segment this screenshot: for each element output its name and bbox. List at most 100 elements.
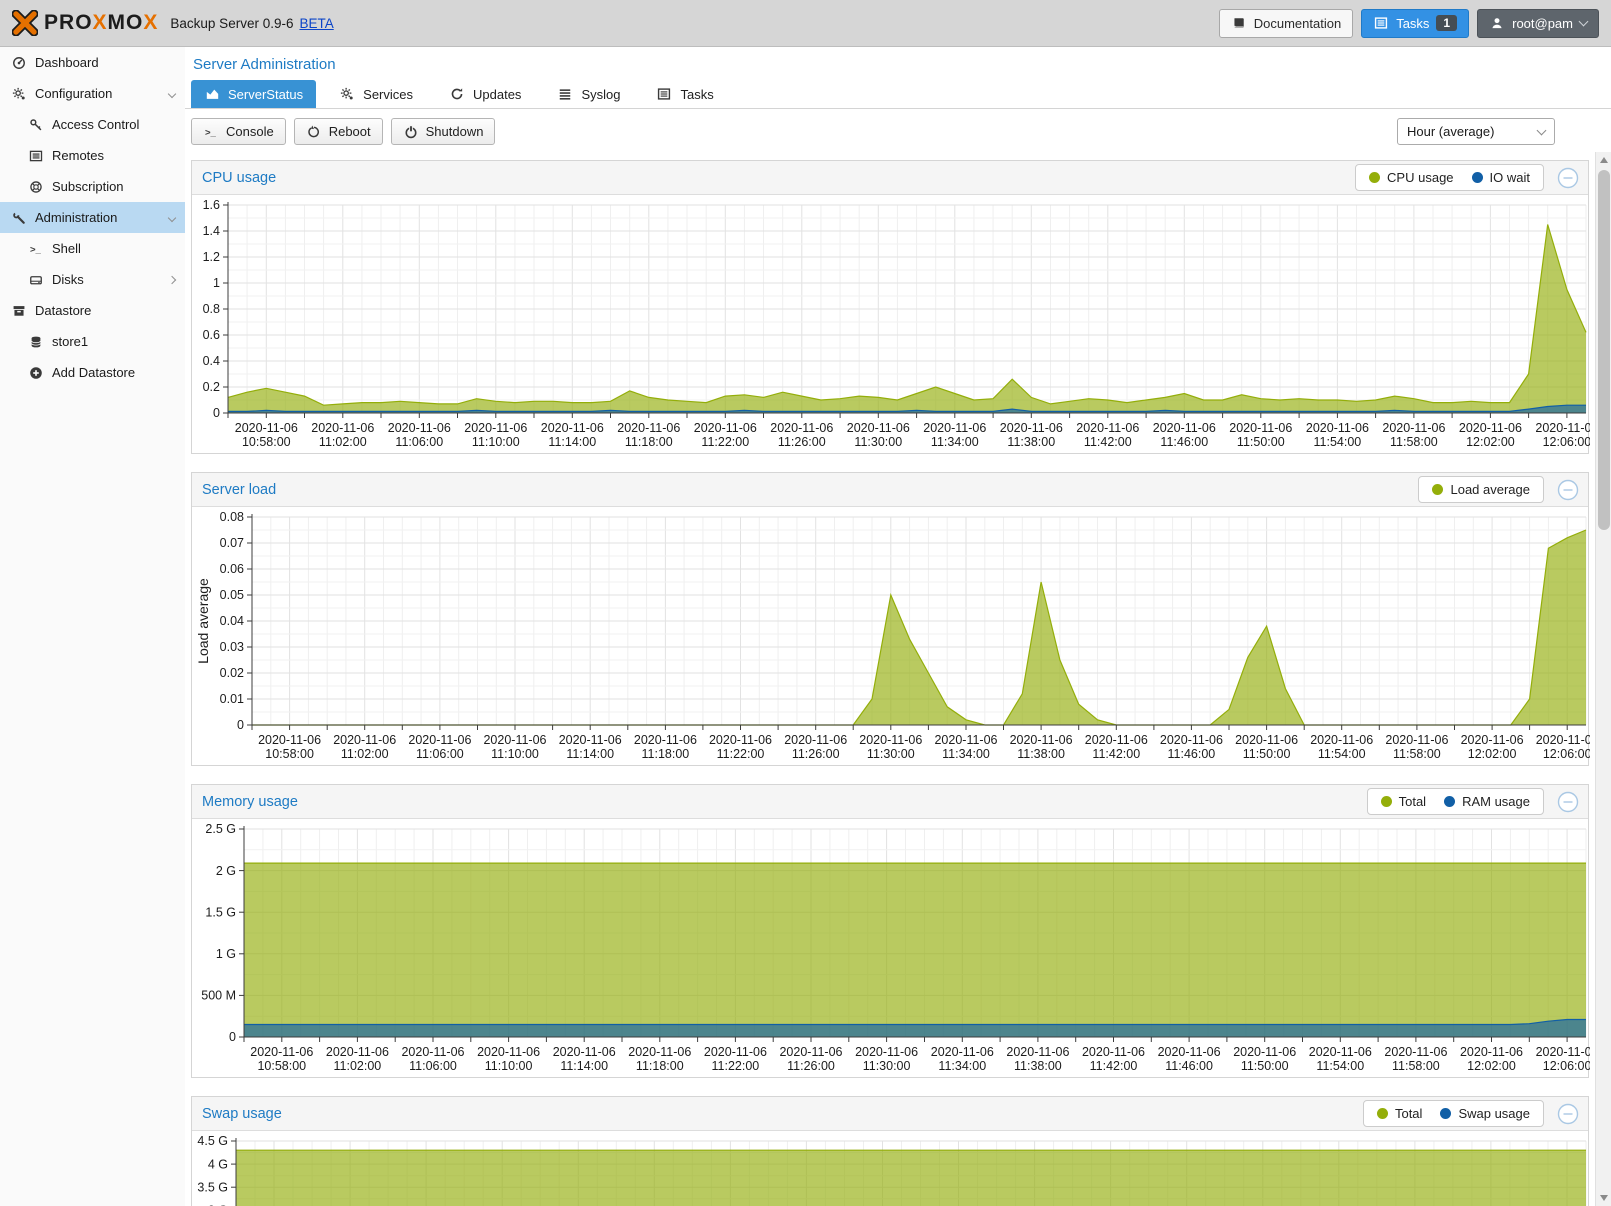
sidebar-item-dashboard[interactable]: Dashboard [0, 47, 185, 78]
svg-text:2020-11-06: 2020-11-06 [388, 421, 451, 435]
legend-item-swap-usage[interactable]: Swap usage [1440, 1106, 1530, 1121]
reboot-button[interactable]: Reboot [293, 118, 383, 145]
tab-updates[interactable]: Updates [436, 80, 534, 108]
svg-text:11:58:00: 11:58:00 [1392, 1059, 1440, 1073]
svg-text:2020-11-06: 2020-11-06 [923, 421, 986, 435]
documentation-button[interactable]: Documentation [1218, 8, 1354, 38]
sidebar-item-disks[interactable]: Disks [0, 264, 185, 295]
svg-text:2.5 G: 2.5 G [205, 822, 236, 836]
svg-text:1: 1 [213, 276, 220, 290]
circle-minus-icon[interactable] [1557, 791, 1579, 813]
svg-text:2020-11-06: 2020-11-06 [859, 733, 922, 747]
legend-item-io-wait[interactable]: IO wait [1471, 170, 1530, 185]
svg-text:12:06:00: 12:06:00 [1543, 435, 1590, 449]
sidebar-item-label: Dashboard [35, 55, 99, 70]
svg-text:0.06: 0.06 [220, 562, 244, 576]
svg-text:2020-11-06: 2020-11-06 [628, 1045, 691, 1059]
svg-text:0: 0 [229, 1030, 236, 1044]
scroll-down-arrow[interactable] [1596, 1190, 1611, 1206]
svg-text:11:14:00: 11:14:00 [566, 747, 614, 761]
load-legend: Load average [1418, 476, 1544, 503]
sidebar-item-configuration[interactable]: Configuration [0, 78, 185, 109]
book-icon [1231, 16, 1247, 30]
legend-item-load-average[interactable]: Load average [1432, 482, 1530, 497]
svg-text:2020-11-06: 2020-11-06 [1536, 733, 1590, 747]
svg-text:11:22:00: 11:22:00 [701, 435, 749, 449]
legend-item-total[interactable]: Total [1380, 794, 1427, 809]
brand-letter: X [143, 11, 159, 34]
svg-text:2020-11-06: 2020-11-06 [1076, 421, 1139, 435]
scrollbar-thumb[interactable] [1598, 170, 1610, 530]
legend-item-cpu-usage[interactable]: CPU usage [1369, 170, 1454, 185]
svg-text:1.4: 1.4 [203, 224, 220, 238]
svg-text:11:34:00: 11:34:00 [938, 1059, 986, 1073]
sidebar-item-subscription[interactable]: Subscription [0, 171, 185, 202]
cpu-panel-title: CPU usage [202, 169, 277, 186]
time-range-select[interactable]: Hour (average) [1397, 118, 1555, 145]
tab-serverstatus[interactable]: ServerStatus [191, 80, 317, 108]
sidebar-item-label: Access Control [52, 117, 140, 132]
circle-minus-icon[interactable] [1557, 167, 1579, 189]
legend-item-total[interactable]: Total [1376, 1106, 1422, 1121]
cpu-panel-body: 0 0.2 0.4 0.6 0.8 1 1.2 1.4 1.6 2020-11-06 10:58:0… [192, 195, 1590, 453]
sidebar-item-add-datastore[interactable]: Add Datastore [0, 357, 185, 388]
chevron-right-icon[interactable] [167, 275, 177, 284]
list-icon [557, 87, 573, 101]
svg-text:11:02:00: 11:02:00 [334, 1059, 382, 1073]
svg-text:>_: >_ [29, 244, 41, 255]
tab-services[interactable]: Services [326, 80, 426, 108]
sidebar-item-remotes[interactable]: Remotes [0, 140, 185, 171]
memory-panel-header: Memory usage Total RAM usage [192, 785, 1588, 819]
console-button[interactable]: >_ Console [191, 118, 286, 145]
plus-circle-icon [28, 366, 44, 380]
sidebar-item-store1[interactable]: store1 [0, 326, 185, 357]
svg-text:1.6: 1.6 [203, 198, 220, 212]
beta-link[interactable]: BETA [299, 15, 334, 31]
tab-bar: ServerStatus Services Updates Syslog Tasks [185, 80, 1611, 109]
legend-item-ram-usage[interactable]: RAM usage [1444, 794, 1530, 809]
sidebar-item-access-control[interactable]: Access Control [0, 109, 185, 140]
svg-text:3 G: 3 G [208, 1204, 228, 1206]
circle-minus-icon[interactable] [1557, 479, 1579, 501]
top-bar: PROXMOX Backup Server 0.9-6 BETA Documen… [0, 0, 1611, 47]
svg-text:2020-11-06: 2020-11-06 [855, 1045, 918, 1059]
svg-text:2020-11-06: 2020-11-06 [847, 421, 910, 435]
cpu-legend: CPU usage IO wait [1355, 164, 1544, 191]
user-menu-button[interactable]: root@pam [1477, 8, 1599, 38]
svg-text:0.2: 0.2 [203, 380, 220, 394]
tab-tasks[interactable]: Tasks [643, 80, 726, 108]
svg-text:11:42:00: 11:42:00 [1092, 747, 1140, 761]
chevron-down-icon[interactable] [167, 89, 177, 98]
svg-text:2020-11-06: 2020-11-06 [1309, 1045, 1372, 1059]
sidebar-item-administration[interactable]: Administration [0, 202, 185, 233]
tasks-button[interactable]: Tasks 1 [1361, 8, 1470, 38]
svg-text:11:50:00: 11:50:00 [1241, 1059, 1289, 1073]
svg-text:2020-11-06: 2020-11-06 [1235, 733, 1298, 747]
user-icon [1489, 16, 1505, 30]
svg-text:11:34:00: 11:34:00 [931, 435, 979, 449]
archive-icon [11, 304, 27, 318]
svg-text:11:18:00: 11:18:00 [636, 1059, 684, 1073]
tab-syslog[interactable]: Syslog [544, 80, 633, 108]
svg-text:11:42:00: 11:42:00 [1084, 435, 1132, 449]
dashboard-icon [11, 56, 27, 70]
legend-label: Total [1398, 794, 1427, 809]
svg-text:0: 0 [237, 718, 244, 732]
svg-text:3.5 G: 3.5 G [197, 1180, 228, 1194]
scroll-up-arrow[interactable] [1596, 152, 1611, 168]
circle-minus-icon[interactable] [1557, 1103, 1579, 1125]
toolbar: >_ Console Reboot Shutdown Hour (average… [185, 109, 1611, 154]
sidebar-item-datastore[interactable]: Datastore [0, 295, 185, 326]
sidebar-item-shell[interactable]: >_ Shell [0, 233, 185, 264]
reboot-icon [306, 125, 322, 139]
svg-text:11:46:00: 11:46:00 [1165, 1059, 1213, 1073]
legend-label: RAM usage [1462, 794, 1530, 809]
svg-text:2020-11-06: 2020-11-06 [634, 733, 697, 747]
vertical-scrollbar[interactable] [1595, 152, 1611, 1206]
legend-dot [1444, 796, 1456, 807]
life-ring-icon [28, 180, 44, 194]
chevron-down-icon[interactable] [167, 213, 177, 222]
shutdown-button[interactable]: Shutdown [390, 118, 496, 145]
